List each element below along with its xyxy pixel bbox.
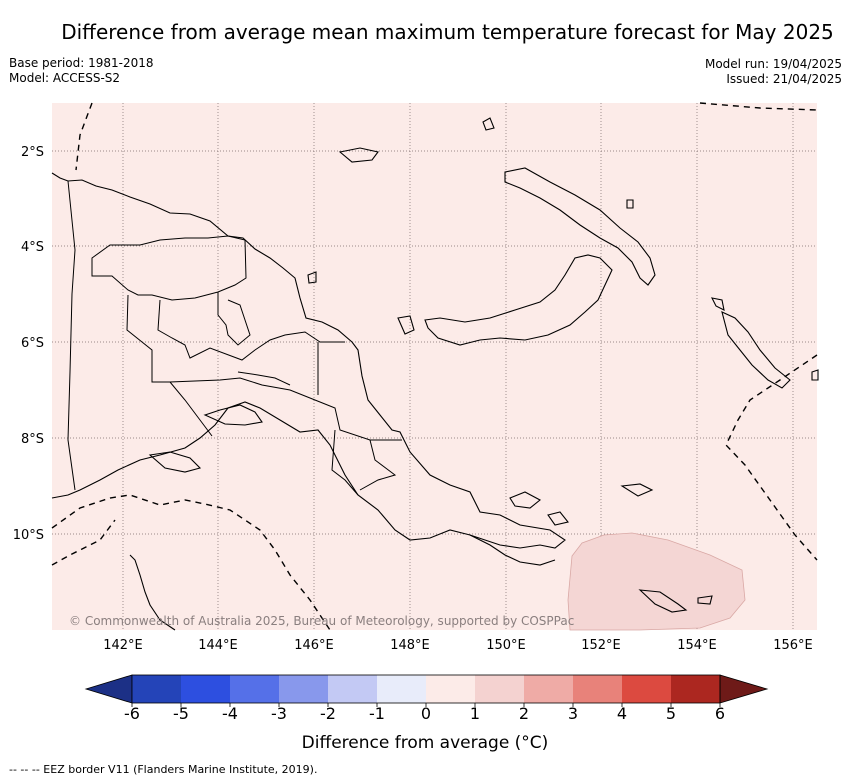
colorbar-cell [132, 675, 181, 703]
borders [67, 180, 402, 496]
colorbar-tick-label: 6 [715, 704, 725, 723]
colorbar-low-extend [84, 674, 133, 704]
lat-labels: 2°S 4°S 6°S 8°S 10°S [13, 145, 44, 543]
colorbar-tick-label: -2 [320, 704, 336, 723]
colorbar-ticks: -6 -5 -4 -3 -2 -1 0 1 2 3 4 5 6 [124, 703, 725, 723]
colorbar-tick-label: -4 [222, 704, 238, 723]
colorbar-cell [279, 675, 328, 703]
lon-label: 146°E [294, 638, 334, 653]
gridlines [52, 103, 817, 630]
colorbar-cell [328, 675, 377, 703]
coastlines [51, 117, 819, 631]
anomaly-region [567, 532, 746, 631]
lon-label: 154°E [677, 638, 717, 653]
colorbar-cell [475, 675, 524, 703]
lat-label: 6°S [21, 336, 44, 351]
chart-title: Difference from average mean maximum tem… [61, 20, 834, 44]
footnote: -- -- -- EEZ border V11 (Flanders Marine… [9, 763, 318, 776]
meta-right: Model run: 19/04/2025 Issued: 21/04/2025 [705, 57, 842, 87]
colorbar-cell [622, 675, 671, 703]
lon-label: 156°E [773, 638, 813, 653]
colorbar-cell [377, 675, 426, 703]
colorbar-cell [524, 675, 573, 703]
meta-left: Base period: 1981-2018 Model: ACCESS-S2 [9, 56, 154, 86]
colorbar-tick-label: -5 [173, 704, 189, 723]
colorbar-cell [573, 675, 622, 703]
eez-borders [51, 102, 818, 631]
colorbar-high-extend [719, 674, 769, 704]
colorbar-title: Difference from average (°C) [301, 733, 549, 753]
issued-date: Issued: 21/04/2025 [726, 72, 842, 86]
lat-label: 10°S [13, 528, 44, 543]
colorbar-tick-label: 2 [519, 704, 529, 723]
lon-label: 148°E [390, 638, 430, 653]
lon-label: 152°E [581, 638, 621, 653]
colorbar-tick-label: -3 [271, 704, 287, 723]
map: 2°S 4°S 6°S 8°S 10°S 142°E 144°E 146°E 148°E 150… [13, 102, 819, 653]
lon-labels: 142°E 144°E 146°E 148°E 150°E 152°E 154°E 156°E [103, 638, 813, 653]
copyright-text: © Commonwealth of Australia 2025, Bureau… [69, 614, 575, 628]
colorbar-cell [181, 675, 230, 703]
colorbar-tick-label: 3 [568, 704, 578, 723]
colorbar-tick-label: -6 [124, 704, 140, 723]
colorbar-tick-label: 1 [470, 704, 480, 723]
lon-label: 150°E [486, 638, 526, 653]
lat-label: 4°S [21, 240, 44, 255]
lon-label: 142°E [103, 638, 143, 653]
base-period: Base period: 1981-2018 [9, 56, 154, 70]
colorbar-tick-label: 5 [666, 704, 676, 723]
colorbar: -6 -5 -4 -3 -2 -1 0 1 2 3 4 5 6 [84, 674, 769, 723]
lon-label: 144°E [198, 638, 238, 653]
lat-label: 8°S [21, 432, 44, 447]
colorbar-cells [84, 674, 769, 704]
colorbar-cell [671, 675, 720, 703]
model-run: Model run: 19/04/2025 [704, 57, 842, 71]
colorbar-tick-label: 4 [617, 704, 627, 723]
lat-label: 2°S [21, 145, 44, 160]
model-name: Model: ACCESS-S2 [9, 71, 121, 85]
colorbar-tick-label: 0 [421, 704, 431, 723]
map-background [52, 103, 817, 630]
colorbar-cell [230, 675, 279, 703]
colorbar-cell [426, 675, 475, 703]
colorbar-tick-label: -1 [369, 704, 385, 723]
